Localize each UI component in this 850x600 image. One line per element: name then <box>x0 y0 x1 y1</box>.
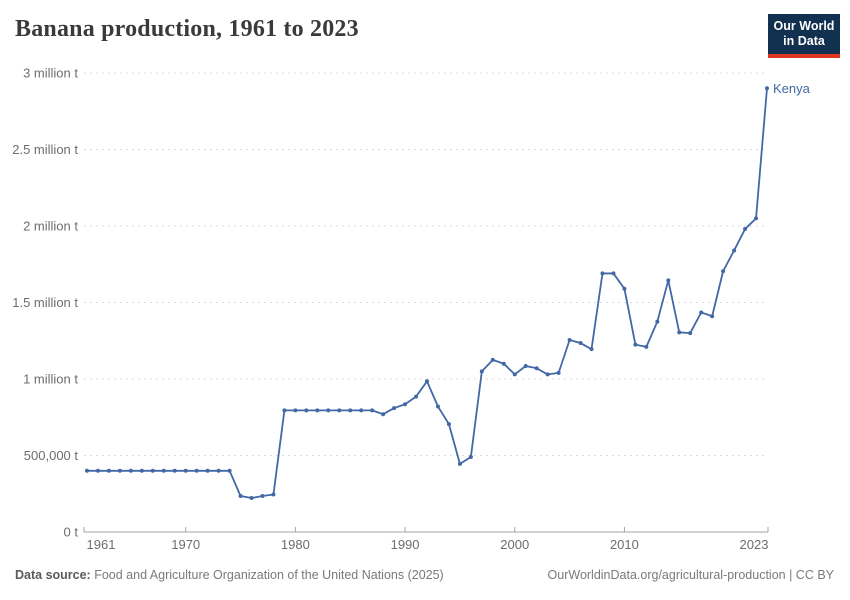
data-point[interactable] <box>578 341 583 346</box>
data-point[interactable] <box>425 379 429 384</box>
y-axis-label: 1.5 million t <box>12 295 78 310</box>
data-point[interactable] <box>655 319 660 324</box>
data-point[interactable] <box>479 369 484 374</box>
data-point[interactable] <box>249 496 254 501</box>
data-point[interactable] <box>414 394 419 399</box>
data-point[interactable] <box>589 347 594 352</box>
data-point[interactable] <box>501 361 506 366</box>
logo-text-line1: Our World <box>773 19 835 33</box>
data-point[interactable] <box>392 406 397 411</box>
data-point[interactable] <box>710 314 715 319</box>
data-point[interactable] <box>150 468 155 473</box>
data-point[interactable] <box>622 286 627 291</box>
page-title: Banana production, 1961 to 2023 <box>15 16 359 42</box>
data-point[interactable] <box>128 468 133 473</box>
data-point[interactable] <box>315 408 320 413</box>
data-point[interactable] <box>95 468 100 473</box>
x-axis-label: 2010 <box>610 537 639 552</box>
data-point[interactable] <box>446 422 451 427</box>
data-point[interactable] <box>457 461 462 466</box>
data-point[interactable] <box>611 271 616 276</box>
data-point[interactable] <box>403 402 408 407</box>
data-point[interactable] <box>348 408 353 413</box>
data-point[interactable] <box>754 216 759 221</box>
data-point[interactable] <box>238 494 243 499</box>
footer-citation-link[interactable]: OurWorldinData.org/agricultural-producti… <box>547 568 834 582</box>
data-point[interactable] <box>732 248 737 253</box>
data-point[interactable] <box>172 468 177 473</box>
x-axis-label: 2000 <box>500 537 529 552</box>
logo-text-line2: in Data <box>783 34 825 48</box>
y-axis-label: 3 million t <box>23 66 78 81</box>
data-point[interactable] <box>260 494 265 499</box>
chart-footer: Data source: Food and Agriculture Organi… <box>0 568 850 582</box>
data-point[interactable] <box>567 337 572 342</box>
data-point[interactable] <box>765 86 769 91</box>
y-axis-label: 2.5 million t <box>12 142 78 157</box>
y-axis-label: 0 t <box>64 525 79 540</box>
data-point[interactable] <box>194 468 199 473</box>
data-point[interactable] <box>490 357 495 362</box>
data-point[interactable] <box>359 408 364 413</box>
data-point[interactable] <box>435 404 440 409</box>
data-point[interactable] <box>106 468 111 473</box>
data-point[interactable] <box>534 366 539 371</box>
data-point[interactable] <box>600 271 605 276</box>
owid-logo[interactable]: Our World in Data <box>768 14 840 58</box>
data-point[interactable] <box>523 363 528 368</box>
data-point[interactable] <box>271 492 276 497</box>
y-axis-label: 500,000 t <box>24 448 79 463</box>
x-axis-label: 1980 <box>281 537 310 552</box>
data-point[interactable] <box>216 468 221 473</box>
series-label-kenya[interactable]: Kenya <box>773 81 811 96</box>
data-point[interactable] <box>468 455 473 460</box>
x-axis-label: 1961 <box>87 537 116 552</box>
data-point[interactable] <box>370 408 375 413</box>
data-point[interactable] <box>743 227 748 232</box>
data-point[interactable] <box>688 331 693 336</box>
data-point[interactable] <box>227 468 232 473</box>
data-point[interactable] <box>326 408 331 413</box>
x-axis-label: 2023 <box>740 537 769 552</box>
data-point[interactable] <box>699 310 704 315</box>
data-source-text: Data source: Food and Agriculture Organi… <box>15 568 444 582</box>
data-point[interactable] <box>293 408 298 413</box>
data-point[interactable] <box>282 408 287 413</box>
data-point[interactable] <box>183 468 188 473</box>
x-axis-label: 1970 <box>171 537 200 552</box>
data-point[interactable] <box>161 468 166 473</box>
y-axis-label: 2 million t <box>23 219 78 234</box>
data-point[interactable] <box>139 468 144 473</box>
data-source-label: Data source: <box>15 568 91 582</box>
y-axis-label: 1 million t <box>23 372 78 387</box>
data-point[interactable] <box>304 408 309 413</box>
data-point[interactable] <box>337 408 342 413</box>
data-point[interactable] <box>85 468 89 473</box>
data-point[interactable] <box>644 344 649 349</box>
data-point[interactable] <box>556 370 561 375</box>
data-point[interactable] <box>633 342 638 347</box>
x-axis-label: 1990 <box>391 537 420 552</box>
data-point[interactable] <box>666 278 671 283</box>
data-point[interactable] <box>381 412 386 417</box>
data-point[interactable] <box>205 468 210 473</box>
data-point[interactable] <box>117 468 122 473</box>
data-point[interactable] <box>545 372 550 377</box>
data-point[interactable] <box>512 372 517 377</box>
data-point[interactable] <box>721 269 726 274</box>
data-point[interactable] <box>677 330 682 335</box>
